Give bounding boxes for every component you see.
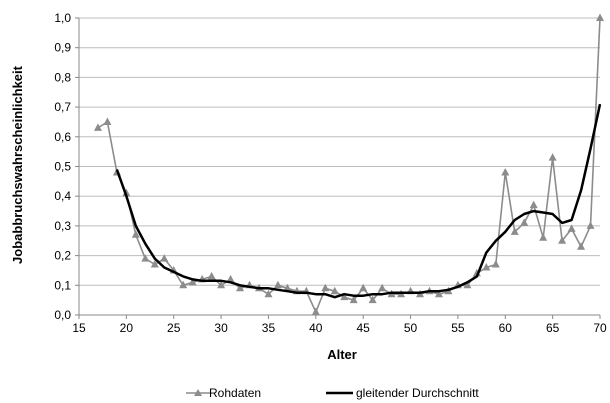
legend-rohdaten-marker [194,389,202,396]
data-point-rohdaten [321,283,330,292]
data-point-rohdaten [529,200,538,209]
data-point-rohdaten [330,286,339,295]
legend: Rohdaten gleitender Durchschnitt [186,386,479,400]
x-tick-label: 60 [499,321,513,335]
y-tick-label: 0,0 [54,308,71,322]
x-tick-label: 40 [309,321,323,335]
data-point-rohdaten [548,153,557,161]
data-point-rohdaten [501,167,510,176]
series-line-gleitender-durchschnitt [115,103,602,299]
data-point-rohdaten [179,280,188,289]
x-tick-label: 25 [167,321,181,335]
x-tick-label: 65 [546,321,560,335]
data-point-rohdaten [558,236,567,244]
gridlines [79,17,600,286]
data-point-rohdaten [596,13,604,21]
data-point-rohdaten [463,280,472,289]
data-point-rohdaten [520,218,529,226]
axes: 0,0 0,1 0,2 0,3 0,4 0,5 0,6 0,7 0,8 0,9 1,0 15 20 25 3… [54,11,607,335]
y-tick-label: 1,0 [54,11,71,25]
data-point-rohdaten [273,280,282,289]
data-point-rohdaten [368,295,377,304]
data-point-rohdaten [283,283,292,292]
data-point-rohdaten [577,242,586,250]
data-point-rohdaten [207,271,216,280]
data-point-rohdaten [510,227,519,235]
x-tick-label: 45 [357,321,371,335]
data-point-rohdaten [160,254,169,262]
y-tick-label: 0,1 [54,278,71,292]
data-point-rohdaten [141,254,150,262]
data-point-rohdaten [264,289,273,298]
x-tick-label: 50 [404,321,418,335]
data-point-rohdaten [586,221,595,229]
series-layer [93,13,604,316]
x-tick-label: 15 [72,321,86,335]
data-point-rohdaten [131,230,140,238]
data-point-rohdaten [236,283,245,292]
x-tick-label: 55 [451,321,465,335]
y-tick-label: 0,8 [54,70,71,84]
x-tick-label: 30 [214,321,228,335]
y-axis-title: Jobabbruchswahrscheinlichkeit [10,65,25,264]
x-axis-title: Alter [327,347,357,362]
legend-gleitend-label: gleitender Durchschnitt [356,386,479,400]
legend-rohdaten-label: Rohdaten [209,386,261,400]
data-point-rohdaten [340,292,349,301]
y-tick-label: 0,6 [54,130,71,144]
data-point-rohdaten [491,260,500,268]
data-point-rohdaten [93,123,102,131]
y-tick-label: 0,3 [54,219,71,233]
data-point-rohdaten [434,289,443,298]
y-tick-label: 0,5 [54,160,71,174]
data-point-rohdaten [103,117,112,125]
y-tick-label: 0,2 [54,249,71,263]
data-point-rohdaten [188,277,197,286]
data-point-rohdaten [217,280,226,289]
data-point-rohdaten [539,233,548,241]
data-point-rohdaten [482,262,491,271]
data-point-rohdaten [359,283,368,292]
x-tick-label: 20 [120,321,134,335]
data-point-rohdaten [349,295,358,304]
x-tick-label: 70 [593,321,607,335]
y-tick-label: 0,9 [54,41,71,55]
y-tick-label: 0,4 [54,189,71,203]
data-point-rohdaten [567,224,576,232]
y-tick-label: 0,7 [54,100,71,114]
x-tick-label: 35 [262,321,276,335]
data-point-rohdaten [150,260,159,268]
data-point-rohdaten [226,274,235,283]
data-point-rohdaten [311,307,320,316]
data-point-rohdaten [378,283,387,292]
